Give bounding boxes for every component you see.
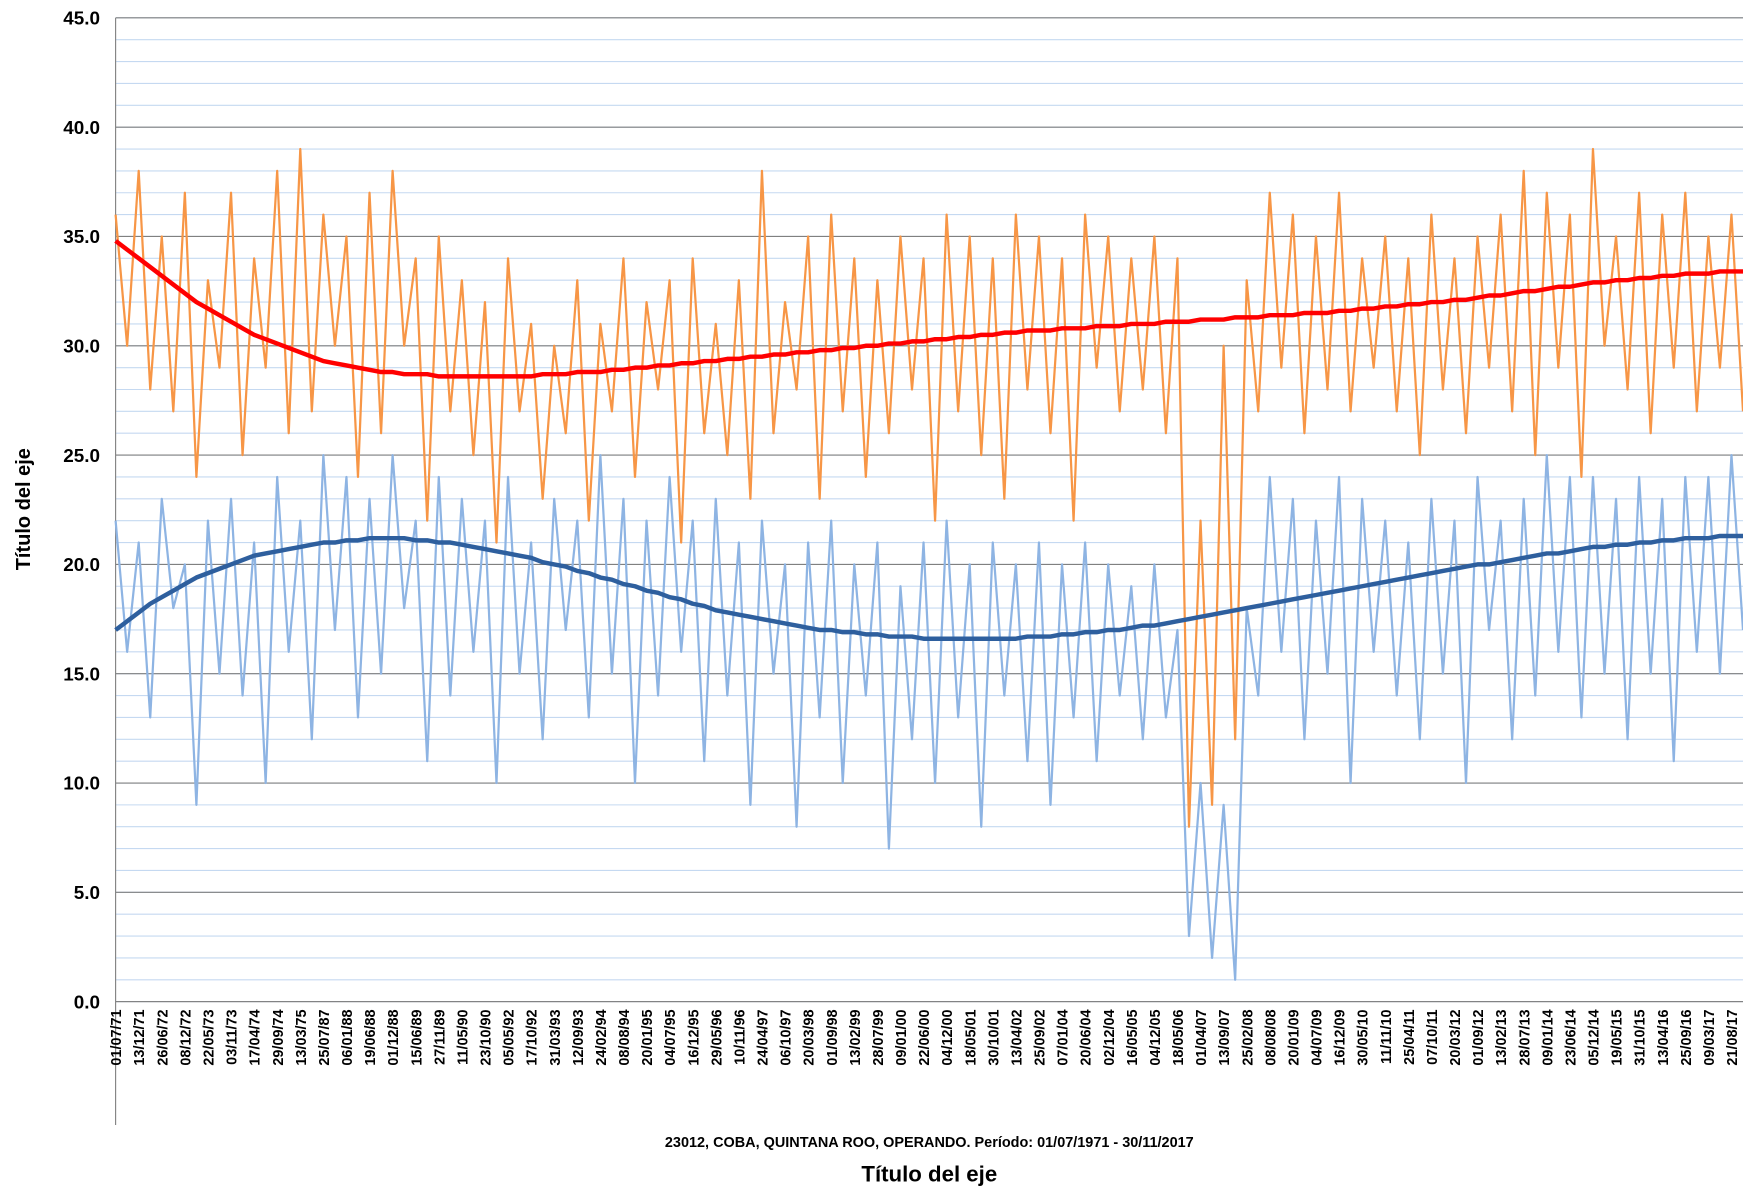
y-axis-title: Título del eje: [13, 448, 35, 570]
y-tick-label: 25.0: [63, 446, 100, 467]
x-tick-label: 13/12/71: [132, 1009, 148, 1065]
x-tick-label: 19/06/88: [363, 1009, 379, 1065]
x-tick-label: 31/03/93: [548, 1009, 564, 1065]
x-tick-label: 22/05/73: [201, 1009, 217, 1065]
y-tick-label: 5.0: [74, 883, 100, 904]
x-tick-label: 06/10/97: [779, 1009, 795, 1065]
y-tick-label: 0.0: [74, 992, 100, 1013]
x-tick-label: 11/11/10: [1379, 1009, 1395, 1064]
x-tick-label: 27/11/89: [432, 1009, 448, 1064]
x-tick-label: 30/10/01: [986, 1009, 1002, 1065]
x-tick-label: 16/12/09: [1333, 1009, 1349, 1065]
x-tick-label: 20/03/12: [1448, 1009, 1464, 1065]
x-tick-label: 25/04/11: [1402, 1009, 1418, 1064]
x-tick-label: 04/07/95: [663, 1009, 679, 1065]
x-tick-label: 13/09/07: [1217, 1009, 1233, 1065]
x-tick-label: 25/09/16: [1679, 1009, 1695, 1065]
x-tick-label: 05/05/92: [502, 1009, 518, 1065]
chart-subtitle: 23012, COBA, QUINTANA ROO, OPERANDO. Per…: [665, 1135, 1194, 1151]
x-tick-label: 28/07/13: [1517, 1009, 1533, 1065]
series-line: [114, 239, 1743, 379]
x-tick-label: 01/04/07: [1194, 1009, 1210, 1065]
x-tick-label: 04/07/09: [1310, 1009, 1326, 1065]
x-tick-label: 01/09/12: [1471, 1009, 1487, 1065]
x-tick-label: 29/09/74: [271, 1009, 287, 1065]
x-tick-label: 20/03/98: [802, 1009, 818, 1065]
x-tick-label: 10/11/96: [732, 1009, 748, 1064]
x-tick-label: 01/12/88: [386, 1009, 402, 1065]
x-tick-label: 16/12/95: [686, 1009, 702, 1065]
x-tick-label: 04/12/00: [940, 1009, 956, 1065]
x-tick-label: 12/09/93: [571, 1009, 587, 1065]
x-tick-label: 20/06/04: [1079, 1009, 1095, 1065]
x-tick-label: 17/04/74: [248, 1009, 264, 1065]
x-tick-label: 20/01/95: [640, 1009, 656, 1065]
x-tick-label: 07/10/11: [1425, 1009, 1441, 1064]
x-tick-label: 04/12/05: [1148, 1009, 1164, 1065]
x-tick-label: 15/06/89: [409, 1009, 425, 1065]
x-tick-label: 13/04/16: [1656, 1009, 1672, 1065]
x-tick-label: 25/09/02: [1033, 1009, 1049, 1065]
x-tick-label: 09/03/17: [1702, 1009, 1718, 1065]
x-tick-label: 23/06/14: [1563, 1009, 1579, 1065]
y-tick-label: 10.0: [63, 774, 100, 795]
x-axis-title: Título del eje: [861, 1162, 997, 1187]
x-tick-label: 17/10/92: [525, 1009, 541, 1065]
x-tick-label: 24/04/97: [756, 1009, 772, 1065]
x-tick-label: 08/12/72: [178, 1009, 194, 1065]
x-tick-label: 31/10/15: [1633, 1009, 1649, 1065]
y-tick-label: 15.0: [63, 664, 100, 685]
x-tick-label: 13/02/99: [848, 1009, 864, 1065]
x-tick-label: 18/05/01: [963, 1009, 979, 1065]
x-tick-label: 13/04/02: [1009, 1009, 1025, 1065]
x-tick-label: 19/05/15: [1610, 1009, 1626, 1065]
x-tick-label: 21/08/17: [1725, 1009, 1741, 1065]
y-tick-label: 20.0: [63, 555, 100, 576]
x-tick-label: 08/08/08: [1263, 1009, 1279, 1065]
x-tick-label: 29/05/96: [709, 1009, 725, 1065]
x-tick-label: 24/02/94: [594, 1009, 610, 1065]
series-line: [114, 533, 1743, 641]
y-tick-label: 45.0: [63, 9, 100, 30]
x-tick-label: 08/08/94: [617, 1009, 633, 1065]
x-tick-label: 16/05/05: [1125, 1009, 1141, 1065]
x-tick-label: 05/12/14: [1587, 1009, 1603, 1065]
x-tick-label: 02/12/04: [1102, 1009, 1118, 1065]
y-tick-label: 35.0: [63, 227, 100, 248]
x-tick-label: 07/01/04: [1056, 1009, 1072, 1065]
x-tick-label: 25/02/08: [1240, 1009, 1256, 1065]
y-tick-label: 40.0: [63, 118, 100, 139]
y-tick-label: 30.0: [63, 336, 100, 357]
x-tick-label: 09/01/14: [1540, 1009, 1556, 1065]
series-line: [114, 147, 1743, 828]
x-tick-label: 20/01/09: [1286, 1009, 1302, 1065]
x-tick-label: 06/01/88: [340, 1009, 356, 1065]
x-tick-label: 18/05/06: [1171, 1009, 1187, 1065]
x-tick-label: 26/06/72: [155, 1009, 171, 1065]
x-tick-label: 28/07/99: [871, 1009, 887, 1065]
x-tick-label: 01/07/71: [109, 1009, 125, 1065]
x-tick-label: 13/03/75: [294, 1009, 310, 1065]
x-tick-label: 13/02/13: [1494, 1009, 1510, 1065]
x-tick-label: 01/09/98: [825, 1009, 841, 1065]
x-tick-label: 25/07/87: [317, 1009, 333, 1065]
x-tick-label: 22/06/00: [917, 1009, 933, 1065]
x-tick-label: 09/01/00: [894, 1009, 910, 1065]
x-tick-label: 23/10/90: [479, 1009, 495, 1065]
x-tick-label: 03/11/73: [225, 1009, 241, 1064]
x-tick-label: 11/05/90: [455, 1009, 471, 1064]
x-tick-label: 30/05/10: [1356, 1009, 1372, 1065]
series-line: [114, 453, 1743, 981]
